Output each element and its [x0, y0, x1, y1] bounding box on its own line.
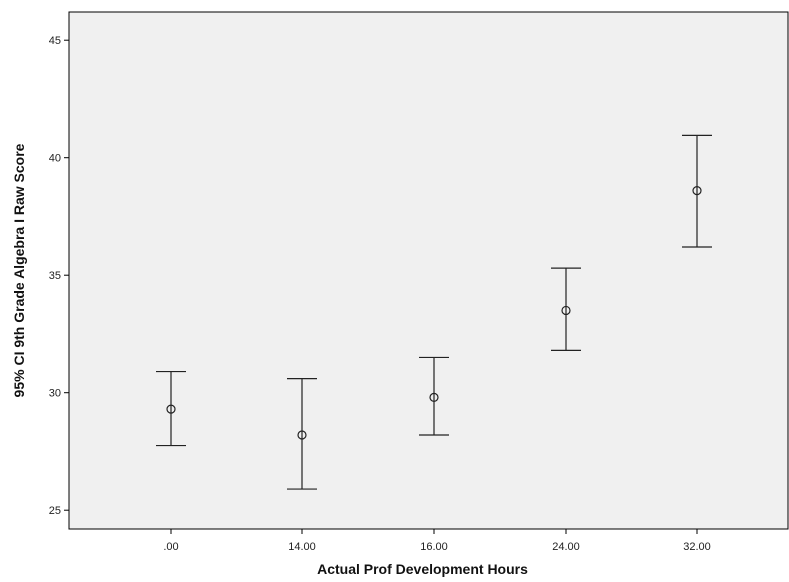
data-marks — [156, 134, 712, 490]
x-tick-label: 24.00 — [552, 541, 580, 553]
y-axis-title: 95% CI 9th Grade Algebra I Raw Score — [11, 143, 27, 397]
y-tick-label: 30 — [49, 388, 61, 400]
y-axis: 25 30 35 40 45 — [49, 35, 69, 517]
y-tick-label: 35 — [49, 270, 61, 282]
x-tick-label: 14.00 — [288, 541, 316, 553]
y-tick-label: 25 — [49, 505, 61, 517]
x-tick-label: 32.00 — [683, 541, 711, 553]
x-axis-title: Actual Prof Development Hours — [317, 561, 528, 577]
mean-point — [297, 430, 307, 440]
mean-point — [429, 392, 439, 402]
plot-area — [68, 11, 789, 530]
x-tick-label: .00 — [163, 541, 178, 553]
x-axis: .00 14.00 16.00 24.00 32.00 — [163, 529, 711, 553]
y-tick-label: 40 — [49, 153, 61, 165]
mean-point — [166, 404, 176, 414]
mean-point — [561, 305, 571, 316]
mean-point — [692, 186, 702, 196]
y-tick-label: 45 — [49, 35, 61, 47]
x-tick-label: 16.00 — [420, 541, 448, 553]
